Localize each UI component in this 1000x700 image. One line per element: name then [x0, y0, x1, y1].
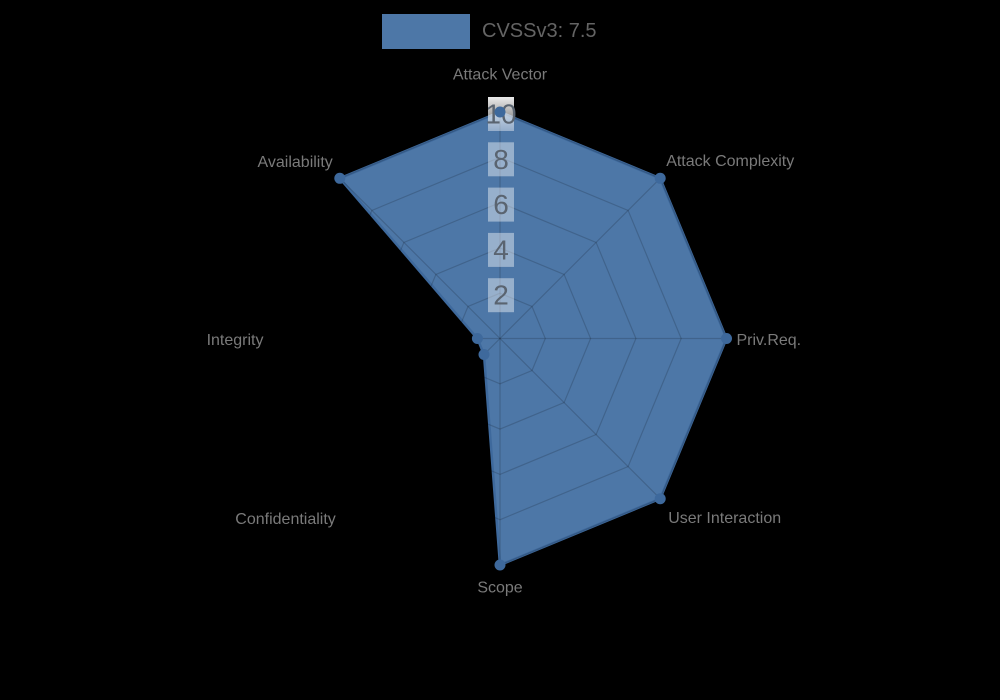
data-point[interactable]	[721, 333, 732, 344]
data-point[interactable]	[494, 559, 506, 571]
axis-label: Attack Complexity	[666, 153, 794, 170]
axis-label: User Interaction	[668, 510, 781, 527]
axis-spoke	[339, 338, 501, 500]
axis-spoke	[499, 177, 661, 339]
grid-ring	[454, 292, 546, 385]
data-point[interactable]	[494, 106, 506, 118]
axis-label: Integrity	[207, 332, 264, 349]
grid-ring	[318, 156, 682, 521]
data-point[interactable]	[334, 172, 346, 184]
tick-backdrop	[488, 187, 514, 222]
tick-label: 2	[493, 280, 509, 311]
data-point[interactable]	[471, 333, 483, 344]
data-point[interactable]	[478, 349, 490, 360]
data-point[interactable]	[654, 172, 666, 184]
legend-label: CVSSv3: 7.5	[482, 20, 597, 42]
tick-label: 6	[493, 189, 509, 220]
axis-label: Attack Vector	[453, 67, 548, 84]
axis-label: Priv.Req.	[737, 332, 802, 349]
tick-backdrop	[488, 142, 514, 177]
tick-label: 8	[493, 144, 509, 175]
axis-spoke	[499, 338, 661, 500]
axis-label: Availability	[258, 154, 333, 171]
legend-swatch	[382, 14, 470, 49]
grid-ring	[363, 201, 637, 476]
data-point[interactable]	[654, 493, 666, 505]
tick-label: 4	[493, 234, 509, 265]
tick-backdrop	[488, 232, 514, 267]
legend[interactable]: CVSSv3: 7.5	[382, 14, 597, 49]
grid-ring	[408, 247, 592, 430]
tick-backdrop	[488, 278, 514, 313]
axis-label: Scope	[477, 580, 522, 597]
axis-label: Confidentiality	[235, 511, 336, 528]
axis-spoke	[339, 177, 501, 339]
